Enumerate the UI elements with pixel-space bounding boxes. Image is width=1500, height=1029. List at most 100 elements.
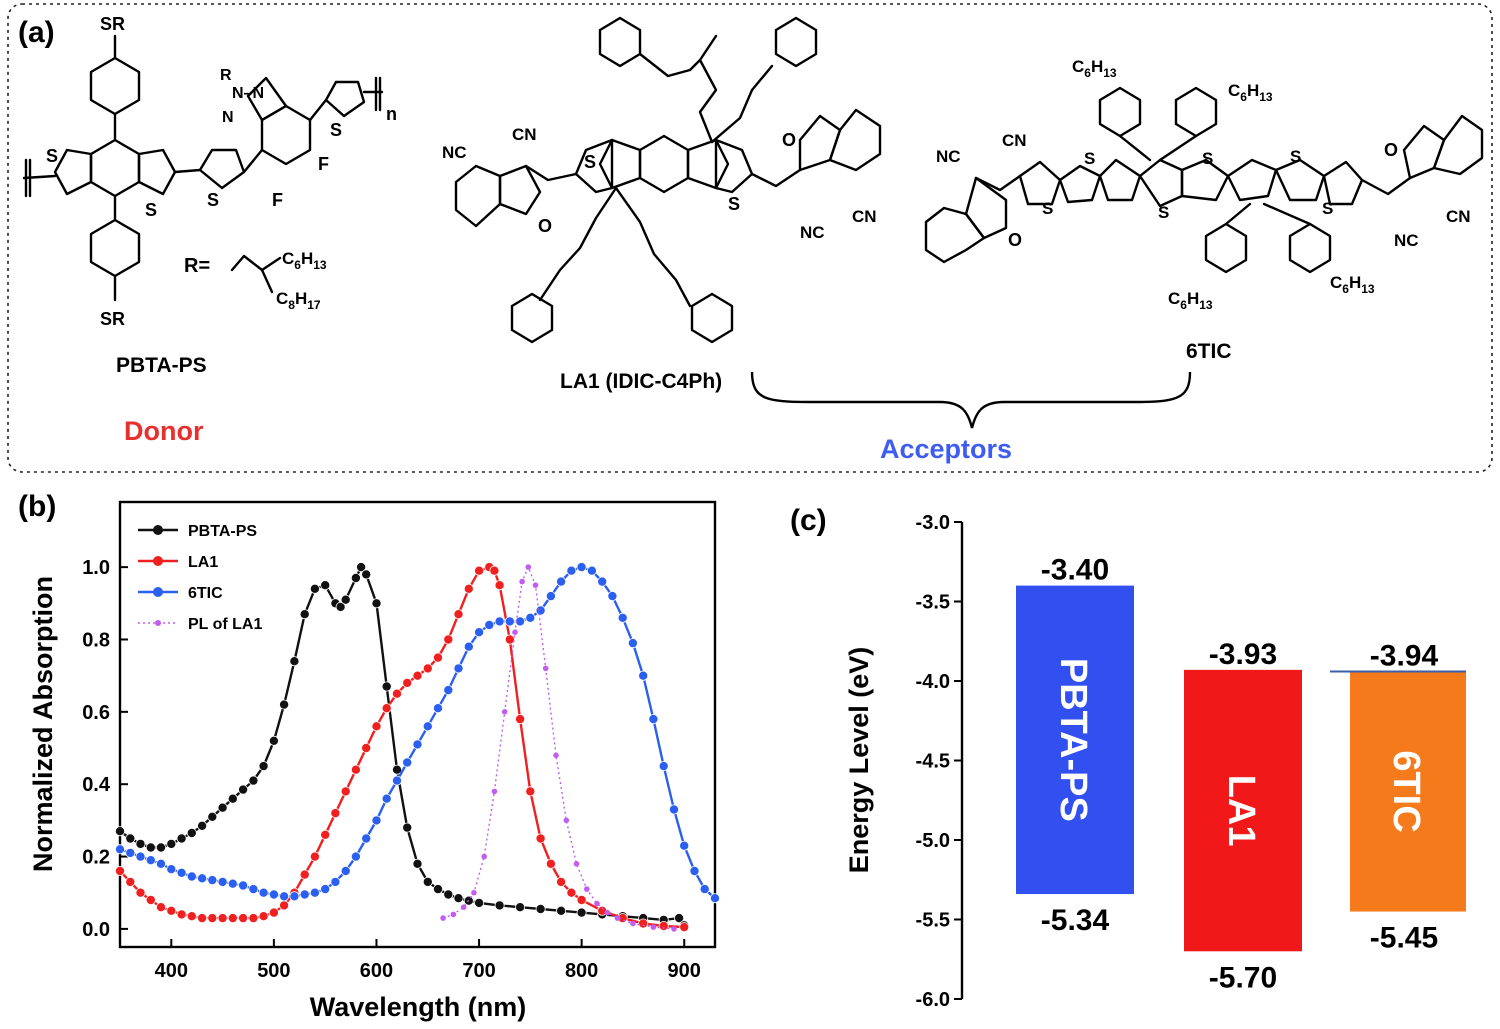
lumo-label-6tic: -3.94 [1370, 639, 1439, 672]
data-point-6tic [669, 804, 680, 815]
lumo-label-la1: -3.93 [1209, 638, 1277, 671]
data-point-pbta-ps [412, 858, 423, 869]
svg-text:NC: NC [800, 223, 825, 242]
6tic-name: 6TIC [1186, 340, 1232, 363]
panel-a: (a) SR S S SR S [7, 3, 1493, 473]
panel-c: (c) -3.0 -3.5 -4.0 -4.5 -5.0 -5.5 -6.0 Energy … [790, 504, 1466, 1011]
data-point-la1 [227, 913, 238, 924]
data-point-pbta-ps [155, 842, 166, 853]
data-point-6tic [463, 641, 474, 652]
x-tick-label: 400 [155, 960, 188, 982]
6tic-structure: S S S S S S C6H13 C6H13 C6H13 C6H13 O NC [924, 57, 1484, 312]
data-point-6tic [597, 576, 608, 587]
data-point-6tic [494, 616, 505, 627]
svg-text:O: O [1384, 140, 1398, 160]
data-point-pl-of-la1 [650, 924, 657, 930]
bar-group-pbta-ps: PBTA-PS -3.40 -5.34 [1016, 554, 1134, 937]
data-point-pbta-ps [576, 907, 587, 918]
panel-b: (b) 0.0 0.2 0.4 0.6 0.8 1.0 400 500 600 700 800 90… [18, 490, 721, 1022]
data-point-la1 [340, 786, 351, 797]
data-point-la1 [556, 876, 567, 887]
svg-text:NC: NC [442, 143, 467, 162]
data-point-6tic [238, 880, 249, 891]
bar-6tic [1350, 671, 1466, 912]
data-point-pl-of-la1 [584, 886, 590, 892]
bar-name-la1: LA1 [1220, 775, 1262, 847]
data-point-la1 [166, 905, 177, 916]
svg-text:C6H13: C6H13 [1168, 289, 1213, 312]
data-point-pbta-ps [135, 838, 146, 849]
data-point-6tic [299, 889, 310, 900]
svg-text:C6H13: C6H13 [282, 249, 327, 272]
svg-text:S: S [728, 194, 740, 214]
data-point-la1 [566, 887, 577, 898]
svg-text:N–N: N–N [232, 85, 264, 102]
plot-b-xlabel: Wavelength (nm) [310, 992, 527, 1022]
data-point-pbta-ps [361, 569, 372, 580]
data-point-pbta-ps [217, 802, 228, 813]
data-point-6tic [330, 876, 341, 887]
data-point-6tic [474, 627, 485, 638]
svg-text:n: n [386, 104, 397, 124]
data-point-6tic [125, 847, 136, 858]
data-point-la1 [268, 907, 279, 918]
data-point-pl-of-la1 [519, 578, 525, 585]
data-point-6tic [227, 878, 238, 889]
data-point-pl-of-la1 [471, 889, 477, 896]
svg-text:N: N [222, 109, 234, 126]
data-point-la1 [299, 869, 310, 880]
data-point-6tic [648, 714, 659, 725]
data-point-la1 [186, 911, 197, 922]
data-point-la1 [135, 887, 146, 898]
y-tick-label: 1.0 [82, 557, 110, 579]
plot-c-ylabel: Energy Level (eV) [844, 647, 874, 874]
series-la1 [115, 562, 690, 933]
legend-label-6tic: 6TIC [188, 585, 223, 602]
data-point-pl-of-la1 [460, 904, 467, 910]
svg-text:S: S [330, 120, 342, 140]
data-point-pl-of-la1 [594, 900, 600, 907]
data-point-6tic [217, 876, 228, 887]
data-point-6tic [279, 891, 290, 902]
data-point-la1 [217, 913, 228, 924]
data-point-pl-of-la1 [440, 915, 446, 921]
data-point-pbta-ps [422, 876, 433, 887]
data-point-la1 [258, 911, 269, 922]
bar-group-6tic: 6TIC -3.94 -5.45 [1330, 639, 1466, 955]
data-point-pbta-ps [238, 784, 249, 795]
data-point-la1 [412, 670, 423, 681]
plot-b-series [115, 562, 721, 933]
data-point-la1 [361, 743, 372, 754]
data-point-pbta-ps [494, 900, 505, 911]
data-point-la1 [381, 703, 392, 714]
data-point-la1 [309, 851, 320, 862]
donor-role-label: Donor [124, 416, 204, 446]
data-point-la1 [576, 895, 587, 906]
data-point-la1 [422, 663, 433, 674]
data-point-6tic [391, 775, 402, 786]
legend-label-pbta-ps: PBTA-PS [188, 523, 257, 540]
la1-name: LA1 (IDIC-C4Ph) [560, 370, 722, 393]
data-point-pbta-ps [145, 842, 156, 853]
data-point-pbta-ps [335, 601, 346, 612]
plot-b-yticks: 0.0 0.2 0.4 0.6 0.8 1.0 [82, 557, 128, 941]
data-point-pbta-ps [207, 811, 218, 822]
series-line-pl-of-la1 [442, 565, 675, 930]
data-point-la1 [535, 833, 546, 844]
series-6tic [115, 562, 721, 904]
data-point-pl-of-la1 [614, 915, 621, 921]
data-point-pl-of-la1 [542, 665, 549, 672]
data-point-la1 [515, 714, 526, 725]
data-point-pbta-ps [289, 656, 300, 667]
data-point-la1 [371, 721, 382, 732]
data-point-6tic [412, 739, 423, 750]
data-point-6tic [535, 605, 546, 616]
svg-text:S: S [46, 146, 58, 166]
y-tick-label: -5.5 [916, 910, 950, 932]
data-point-la1 [402, 677, 413, 688]
svg-text:S: S [1290, 147, 1301, 166]
svg-text:F: F [318, 154, 329, 174]
data-point-pbta-ps [166, 838, 177, 849]
x-tick-label: 600 [360, 960, 393, 982]
x-tick-label: 800 [565, 960, 598, 982]
